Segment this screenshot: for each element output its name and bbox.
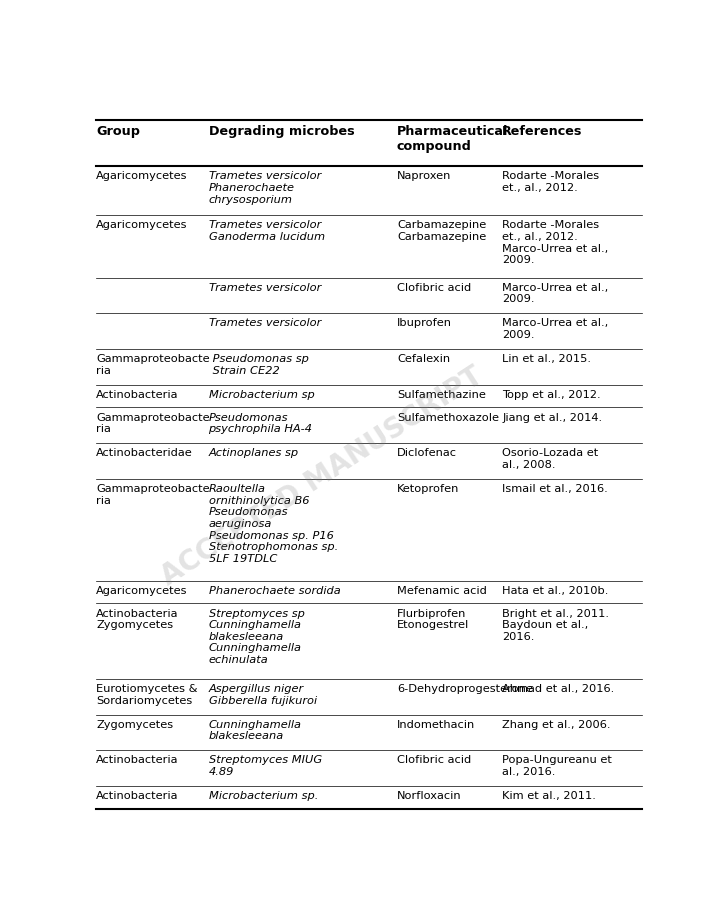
Text: Eurotiomycetes &
Sordariomycetes: Eurotiomycetes & Sordariomycetes bbox=[96, 684, 197, 705]
Text: Pseudomonas
psychrophila HA-4: Pseudomonas psychrophila HA-4 bbox=[209, 413, 312, 435]
Text: 6-Dehydroprogesterone: 6-Dehydroprogesterone bbox=[397, 684, 533, 694]
Text: Actinobacteria
Zygomycetes: Actinobacteria Zygomycetes bbox=[96, 608, 179, 630]
Text: Trametes versicolor: Trametes versicolor bbox=[209, 318, 321, 328]
Text: Gammaproteobacte
ria: Gammaproteobacte ria bbox=[96, 413, 209, 435]
Text: Group: Group bbox=[96, 125, 140, 138]
Text: Clofibric acid: Clofibric acid bbox=[397, 756, 471, 766]
Text: Marco-Urrea et al.,
2009.: Marco-Urrea et al., 2009. bbox=[502, 318, 608, 340]
Text: Agaricomycetes: Agaricomycetes bbox=[96, 586, 187, 596]
Text: Osorio-Lozada et
al., 2008.: Osorio-Lozada et al., 2008. bbox=[502, 448, 598, 470]
Text: Phanerochaete sordida: Phanerochaete sordida bbox=[209, 586, 340, 596]
Text: ACCEPTED MANUSCRIPT: ACCEPTED MANUSCRIPT bbox=[156, 361, 488, 591]
Text: Ibuprofen: Ibuprofen bbox=[397, 318, 452, 328]
Text: Marco-Urrea et al.,
2009.: Marco-Urrea et al., 2009. bbox=[502, 283, 608, 305]
Text: Lin et al., 2015.: Lin et al., 2015. bbox=[502, 354, 591, 364]
Text: Agaricomycetes: Agaricomycetes bbox=[96, 171, 187, 181]
Text: Ahmad et al., 2016.: Ahmad et al., 2016. bbox=[502, 684, 614, 694]
Text: Zhang et al., 2006.: Zhang et al., 2006. bbox=[502, 720, 611, 729]
Text: Cunninghamella
blakesleeana: Cunninghamella blakesleeana bbox=[209, 720, 302, 741]
Text: Actinobacteria: Actinobacteria bbox=[96, 390, 179, 400]
Text: Actinobacteridae: Actinobacteridae bbox=[96, 448, 193, 458]
Text: Ismail et al., 2016.: Ismail et al., 2016. bbox=[502, 484, 608, 494]
Text: Trametes versicolor
Phanerochaete
chrysosporium: Trametes versicolor Phanerochaete chryso… bbox=[209, 171, 321, 205]
Text: Streptomyces MIUG
4.89: Streptomyces MIUG 4.89 bbox=[209, 756, 322, 777]
Text: Gammaproteobacte
ria: Gammaproteobacte ria bbox=[96, 484, 209, 506]
Text: Pharmaceutical
compound: Pharmaceutical compound bbox=[397, 125, 508, 154]
Text: Norfloxacin: Norfloxacin bbox=[397, 791, 462, 802]
Text: Cefalexin: Cefalexin bbox=[397, 354, 450, 364]
Text: Ketoprofen: Ketoprofen bbox=[397, 484, 459, 494]
Text: Actinobacteria: Actinobacteria bbox=[96, 791, 179, 802]
Text: Raoultella
ornithinolytica B6
Pseudomonas
aeruginosa
Pseudomonas sp. P16
Stenotr: Raoultella ornithinolytica B6 Pseudomona… bbox=[209, 484, 337, 564]
Text: Actinoplanes sp: Actinoplanes sp bbox=[209, 448, 299, 458]
Text: Diclofenac: Diclofenac bbox=[397, 448, 457, 458]
Text: Clofibric acid: Clofibric acid bbox=[397, 283, 471, 293]
Text: Aspergillus niger
Gibberella fujikuroi: Aspergillus niger Gibberella fujikuroi bbox=[209, 684, 317, 705]
Text: Indomethacin: Indomethacin bbox=[397, 720, 475, 729]
Text: Microbacterium sp.: Microbacterium sp. bbox=[209, 791, 318, 802]
Text: Popa-Ungureanu et
al., 2016.: Popa-Ungureanu et al., 2016. bbox=[502, 756, 612, 777]
Text: Mefenamic acid: Mefenamic acid bbox=[397, 586, 487, 596]
Text: Jiang et al., 2014.: Jiang et al., 2014. bbox=[502, 413, 602, 423]
Text: Carbamazepine
Carbamazepine: Carbamazepine Carbamazepine bbox=[397, 221, 486, 242]
Text: Naproxen: Naproxen bbox=[397, 171, 451, 181]
Text: Sulfamethazine: Sulfamethazine bbox=[397, 390, 485, 400]
Text: Zygomycetes: Zygomycetes bbox=[96, 720, 173, 729]
Text: Streptomyces sp
Cunninghamella
blakesleeana
Cunninghamella
echinulata: Streptomyces sp Cunninghamella blakeslee… bbox=[209, 608, 305, 665]
Text: Bright et al., 2011.
Baydoun et al.,
2016.: Bright et al., 2011. Baydoun et al., 201… bbox=[502, 608, 609, 641]
Text: Agaricomycetes: Agaricomycetes bbox=[96, 221, 187, 231]
Text: References: References bbox=[502, 125, 583, 138]
Text: Microbacterium sp: Microbacterium sp bbox=[209, 390, 315, 400]
Text: Flurbiprofen
Etonogestrel: Flurbiprofen Etonogestrel bbox=[397, 608, 469, 630]
Text: Rodarte -Morales
et., al., 2012.: Rodarte -Morales et., al., 2012. bbox=[502, 171, 599, 193]
Text: Hata et al., 2010b.: Hata et al., 2010b. bbox=[502, 586, 608, 596]
Text: Rodarte -Morales
et., al., 2012.
Marco-Urrea et al.,
2009.: Rodarte -Morales et., al., 2012. Marco-U… bbox=[502, 221, 608, 265]
Text: Pseudomonas sp
 Strain CE22: Pseudomonas sp Strain CE22 bbox=[209, 354, 308, 376]
Text: Actinobacteria: Actinobacteria bbox=[96, 756, 179, 766]
Text: Gammaproteobacte
ria: Gammaproteobacte ria bbox=[96, 354, 209, 376]
Text: Degrading microbes: Degrading microbes bbox=[209, 125, 354, 138]
Text: Sulfamethoxazole: Sulfamethoxazole bbox=[397, 413, 499, 423]
Text: Trametes versicolor
Ganoderma lucidum: Trametes versicolor Ganoderma lucidum bbox=[209, 221, 325, 242]
Text: Kim et al., 2011.: Kim et al., 2011. bbox=[502, 791, 596, 802]
Text: Topp et al., 2012.: Topp et al., 2012. bbox=[502, 390, 601, 400]
Text: Trametes versicolor: Trametes versicolor bbox=[209, 283, 321, 293]
